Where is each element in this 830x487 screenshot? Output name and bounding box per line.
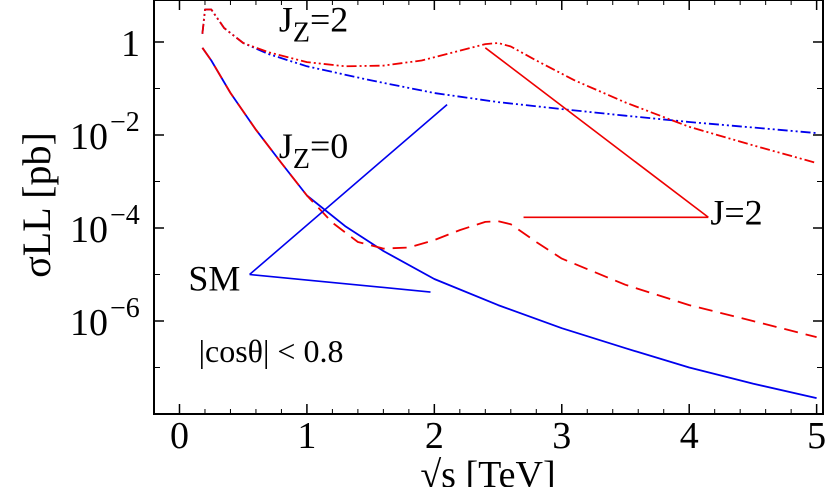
y-tick-exponent: −6 xyxy=(110,293,140,324)
x-tick-label: 1 xyxy=(297,415,316,457)
series-group xyxy=(201,8,817,399)
series-line-j2_jz0 xyxy=(201,47,817,338)
pointer-line-sm_to_jz0 xyxy=(249,273,431,293)
x-tick-label: 5 xyxy=(807,415,826,457)
x-tick-label: 2 xyxy=(425,415,444,457)
plot-frame xyxy=(153,0,824,415)
text-layer: JZ=2 JZ=0 SM J=2 |cosθ| < 0.8 √s [TeV] σLL [pb… xyxy=(14,0,763,487)
y-axis-label: σLL [pb] xyxy=(14,132,59,278)
y-tick-label: 10 xyxy=(70,209,108,251)
label-j2: J=2 xyxy=(710,192,762,232)
label-cos-cut: |cosθ| < 0.8 xyxy=(199,333,344,369)
pointer-line-j2_to_jz2 xyxy=(484,47,709,218)
y-tick-label: 10 xyxy=(70,302,108,344)
label-jz2: JZ=2 xyxy=(279,0,348,48)
x-tick-label: 0 xyxy=(170,415,189,457)
label-lines xyxy=(249,47,709,293)
x-tick-label: 3 xyxy=(552,415,571,457)
series-line-sm_jz2 xyxy=(201,8,817,134)
label-jz0: JZ=0 xyxy=(279,126,348,175)
series-line-j2_jz2 xyxy=(201,8,817,164)
x-axis-label: √s [TeV] xyxy=(420,454,555,487)
y-tick-exponent: −2 xyxy=(110,107,140,138)
pointer-line-sm_to_jz2 xyxy=(249,104,448,276)
y-tick-label: 10 xyxy=(70,116,108,158)
y-tick-exponent: −4 xyxy=(110,200,140,231)
label-sm: SM xyxy=(188,259,240,299)
x-tick-label: 4 xyxy=(680,415,699,457)
y-tick-label: 1 xyxy=(121,23,140,65)
